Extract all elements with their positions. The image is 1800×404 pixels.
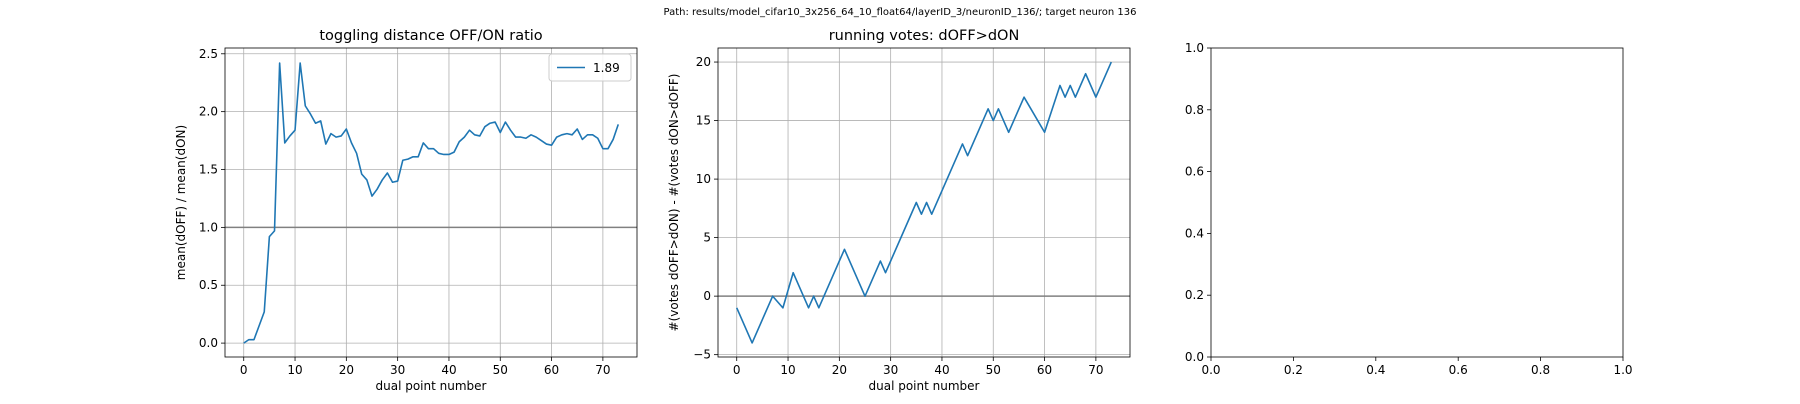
- y-tick-label: 0.8: [1185, 103, 1204, 117]
- y-tick-label: 2.0: [199, 105, 218, 119]
- x-tick-label: 0.4: [1366, 363, 1385, 377]
- x-tick-label: 10: [287, 363, 302, 377]
- figure-suptitle: Path: results/model_cifar10_3x256_64_10_…: [663, 7, 1137, 18]
- y-tick-label: 0.0: [199, 336, 218, 350]
- y-tick-label: 2.5: [199, 47, 218, 61]
- legend-entry: 1.89: [593, 61, 620, 75]
- x-tick-label: 40: [934, 363, 949, 377]
- x-tick-label: 30: [883, 363, 898, 377]
- x-tick-label: 0.8: [1531, 363, 1550, 377]
- x-tick-label: 70: [1088, 363, 1103, 377]
- y-tick-label: 10: [696, 172, 711, 186]
- x-tick-label: 20: [339, 363, 354, 377]
- legend-box: [548, 53, 632, 82]
- y-tick-label: 0.6: [1185, 165, 1204, 179]
- x-axis-label: dual point number: [376, 379, 487, 393]
- y-tick-label: 0.5: [199, 278, 218, 292]
- x-tick-label: 50: [493, 363, 508, 377]
- x-tick-label: 30: [390, 363, 405, 377]
- x-tick-label: 0.6: [1449, 363, 1468, 377]
- chart-2: 0 10 20 30 40 50 60 70 −5 0 5 10 15 20 running votes: …: [667, 28, 1131, 393]
- axes-frame: [1210, 47, 1624, 358]
- x-tick-label: 0: [733, 363, 741, 377]
- y-tick-label: 1.5: [199, 163, 218, 177]
- x-tick-label: 70: [595, 363, 610, 377]
- y-axis-label: #(votes dOFF>dON) - #(votes dON>dOFF): [667, 74, 681, 332]
- y-tick-label: −5: [693, 348, 711, 362]
- series-line-1: [243, 62, 620, 344]
- x-tick-label: 60: [544, 363, 559, 377]
- x-axis-label: dual point number: [869, 379, 980, 393]
- y-tick-label: 20: [696, 55, 711, 69]
- chart-1: 0 10 20 30 40 50 60 70 0.0 0.5 1.0 1.5 2.0 2.5 togglin…: [174, 28, 638, 393]
- y-tick-label: 0.2: [1185, 288, 1204, 302]
- x-tick-label: 0.2: [1284, 363, 1303, 377]
- x-tick-label: 50: [986, 363, 1001, 377]
- y-tick-label: 0: [703, 289, 711, 303]
- legend: 1.89: [548, 53, 632, 82]
- x-tick-label: 60: [1037, 363, 1052, 377]
- y-axis-label: mean(dOFF) / mean(dON): [174, 125, 188, 280]
- y-tick-label: 15: [696, 114, 711, 128]
- y-tick-label: 5: [703, 231, 711, 245]
- series-line-1: [735, 61, 1113, 344]
- x-tick-label: 0.0: [1201, 363, 1220, 377]
- x-tick-label: 0: [240, 363, 248, 377]
- chart-title: toggling distance OFF/ON ratio: [319, 28, 542, 44]
- x-tick-label: 40: [441, 363, 456, 377]
- x-tick-label: 1.0: [1613, 363, 1632, 377]
- chart-3: 0.0 0.2 0.4 0.6 0.8 1.0 0.0 0.2 0.4 0.6 0.8 1.0: [1185, 41, 1633, 377]
- axes-frame: [717, 47, 1131, 358]
- y-tick-label: 1.0: [1185, 41, 1204, 55]
- chart-title: running votes: dOFF>dON: [829, 28, 1020, 44]
- y-tick-label: 1.0: [199, 220, 218, 234]
- y-tick-label: 0.4: [1185, 226, 1204, 240]
- x-tick-label: 10: [780, 363, 795, 377]
- axes-frame: [224, 47, 638, 358]
- x-tick-label: 20: [832, 363, 847, 377]
- y-tick-label: 0.0: [1185, 350, 1204, 364]
